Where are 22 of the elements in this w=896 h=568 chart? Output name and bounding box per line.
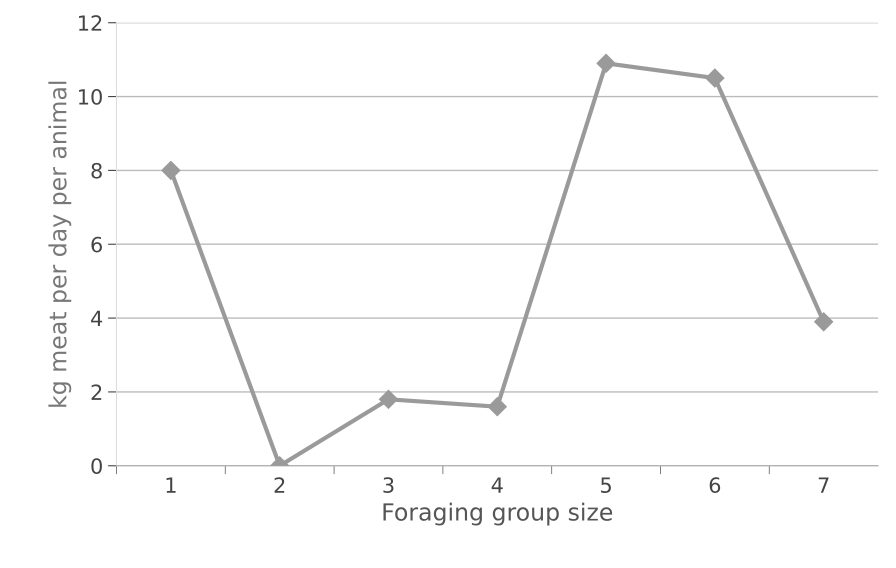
y-tick-label: 12 [79, 15, 102, 31]
point [705, 68, 724, 88]
x-tick-label: 2 [274, 477, 284, 493]
y-tick-label: 0 [91, 458, 102, 474]
x-tick-label: 5 [601, 478, 611, 493]
y-tick-label: 2 [92, 384, 102, 400]
y-tick-label: 4 [91, 310, 102, 326]
y-tick-label: 6 [91, 236, 102, 252]
y-axis-title: kg meat per day per animal [48, 82, 72, 407]
point [596, 54, 616, 73]
x-tick-label: 6 [710, 477, 720, 493]
point [488, 397, 507, 416]
point [814, 312, 834, 332]
x-tick-label: 4 [492, 478, 503, 493]
x-tick-label: 7 [818, 478, 829, 493]
x-axis-title: Foraging group size [383, 502, 612, 526]
y-tick-label: 10 [79, 89, 102, 105]
y-tick-label: 8 [91, 162, 102, 179]
x-tick-label: 1 [166, 478, 176, 493]
x-tick-label: 3 [383, 477, 394, 493]
point [161, 160, 180, 180]
point [378, 390, 398, 409]
